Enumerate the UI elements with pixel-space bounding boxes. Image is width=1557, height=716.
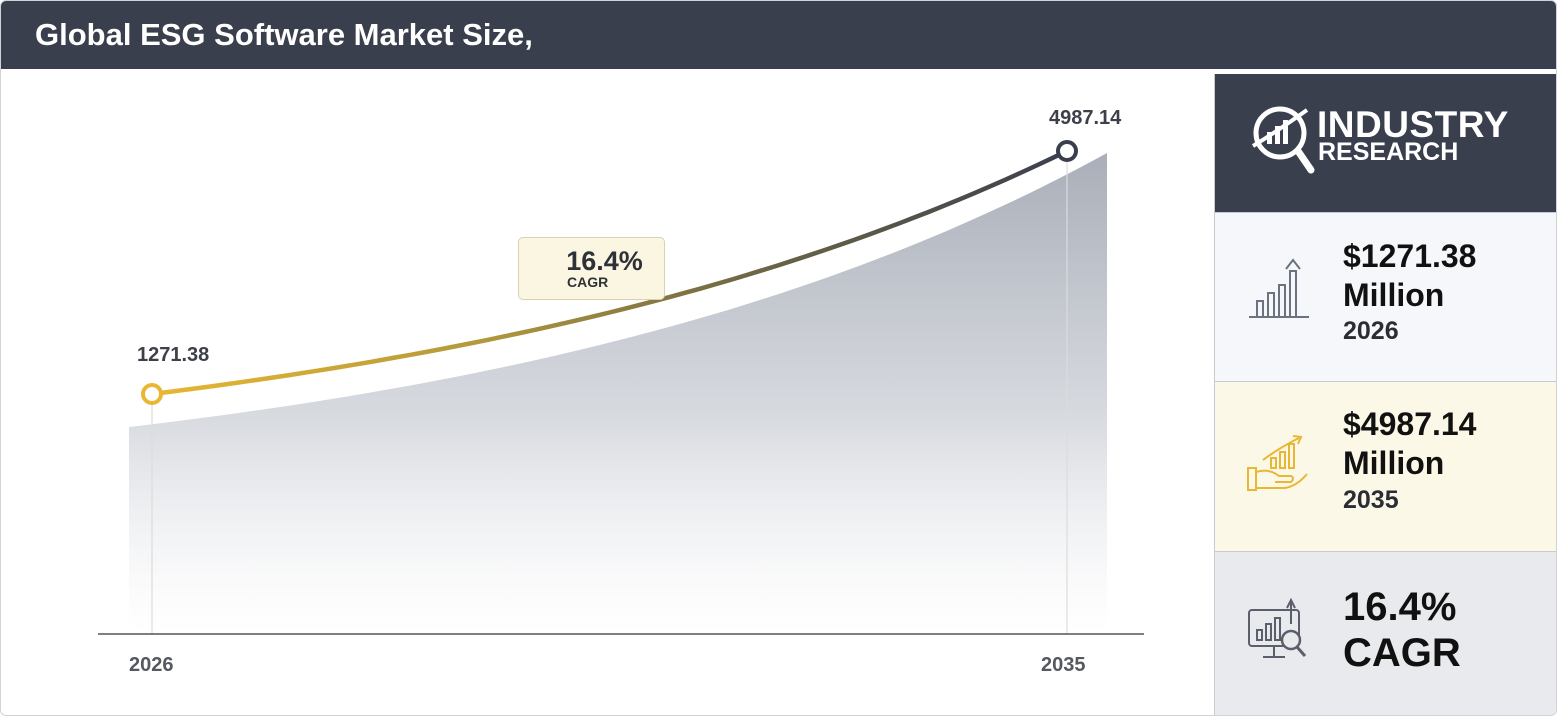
bar-chart-growth-icon (1249, 258, 1309, 318)
stat-card-start: $1271.38 Million 2026 (1215, 212, 1556, 382)
data-label-2035: 4987.14 (1049, 107, 1122, 129)
data-point-2026 (141, 383, 163, 405)
header-bar: Global ESG Software Market Size, (1, 1, 1556, 69)
hand-growth-chart-icon (1247, 435, 1308, 491)
x-tick-label-2035: 2035 (1041, 654, 1086, 676)
stat-unit-start: Million (1343, 277, 1445, 313)
series-line (149, 148, 1070, 397)
stat-value-end: $4987.14 (1343, 406, 1477, 442)
brand-logo: INDUSTRY RESEARCH (1215, 74, 1556, 212)
stat-card-cagr: 16.4% CAGR (1215, 551, 1556, 715)
stat-value-cagr: 16.4% (1343, 585, 1457, 629)
page-title: Global ESG Software Market Size, (35, 17, 533, 52)
magnifier-chart-icon (1251, 106, 1315, 174)
chart-area: 1271.38 4987.14 2026 2035 (1, 69, 1213, 715)
logo-text-line1: INDUSTRY (1317, 104, 1509, 145)
cagr-badge-label: CAGR (567, 274, 609, 290)
data-point-2035 (1056, 140, 1078, 162)
stat-unit-end: Million (1343, 445, 1445, 481)
x-tick-label-2026: 2026 (129, 654, 174, 676)
summary-sidebar: INDUSTRY RESEARCH $1271.38 Million 2026 (1214, 74, 1556, 715)
stat-card-end: $4987.14 Million 2035 (1215, 381, 1556, 552)
stat-year-end: 2035 (1343, 486, 1399, 514)
cagr-badge: 16.4% CAGR (518, 237, 665, 300)
stat-year-start: 2026 (1343, 317, 1399, 345)
chart-svg: 1271.38 4987.14 2026 2035 (98, 107, 1144, 676)
area-fill (129, 153, 1107, 634)
stat-value-start: $1271.38 (1343, 238, 1477, 274)
stat-label-cagr: CAGR (1343, 631, 1461, 675)
data-label-2026: 1271.38 (137, 344, 209, 366)
logo-text-line2: RESEARCH (1318, 138, 1459, 166)
monitor-analytics-icon (1248, 597, 1307, 658)
cagr-badge-value: 16.4% (566, 246, 643, 276)
